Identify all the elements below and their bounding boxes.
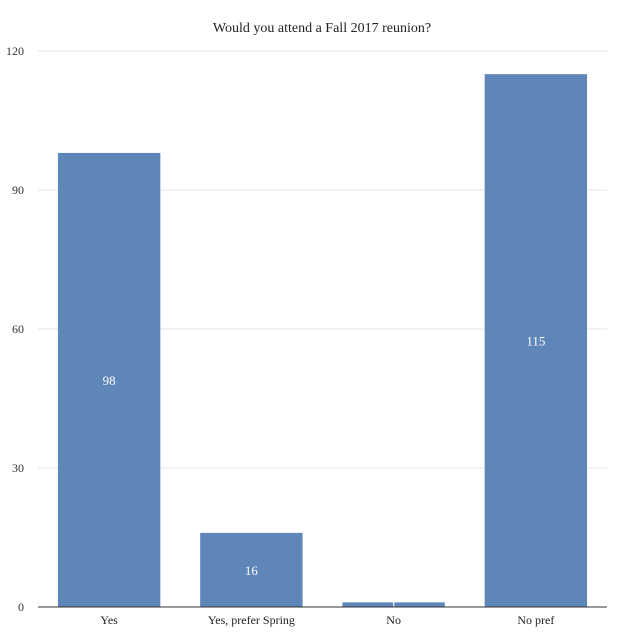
bars	[57, 74, 588, 607]
bar-value-label: 98	[103, 373, 116, 388]
bar-value-label: 115	[526, 334, 545, 349]
bar-value-label: 16	[245, 563, 259, 578]
x-category-label: Yes	[100, 613, 118, 627]
bar-0	[57, 152, 161, 607]
y-tick-label: 30	[12, 461, 24, 475]
x-category-label: No	[386, 613, 401, 627]
bar-value-label: 1	[390, 598, 397, 613]
bar-3	[484, 74, 588, 607]
y-tick-label: 90	[12, 183, 24, 197]
x-category-label: Yes, prefer Spring	[208, 613, 295, 627]
value-labels: 98 16 1 115	[103, 334, 546, 613]
y-tick-label: 60	[12, 322, 24, 336]
bar-1	[200, 532, 303, 607]
chart-title: Would you attend a Fall 2017 reunion?	[213, 21, 431, 36]
bar-2	[342, 602, 445, 607]
y-axis-ticks: 0 30 60 90 120	[6, 44, 24, 614]
x-axis-categories: Yes Yes, prefer Spring No No pref	[100, 613, 554, 627]
y-tick-label: 120	[6, 44, 24, 58]
y-tick-label: 0	[18, 600, 24, 614]
x-category-label: No pref	[517, 613, 554, 627]
